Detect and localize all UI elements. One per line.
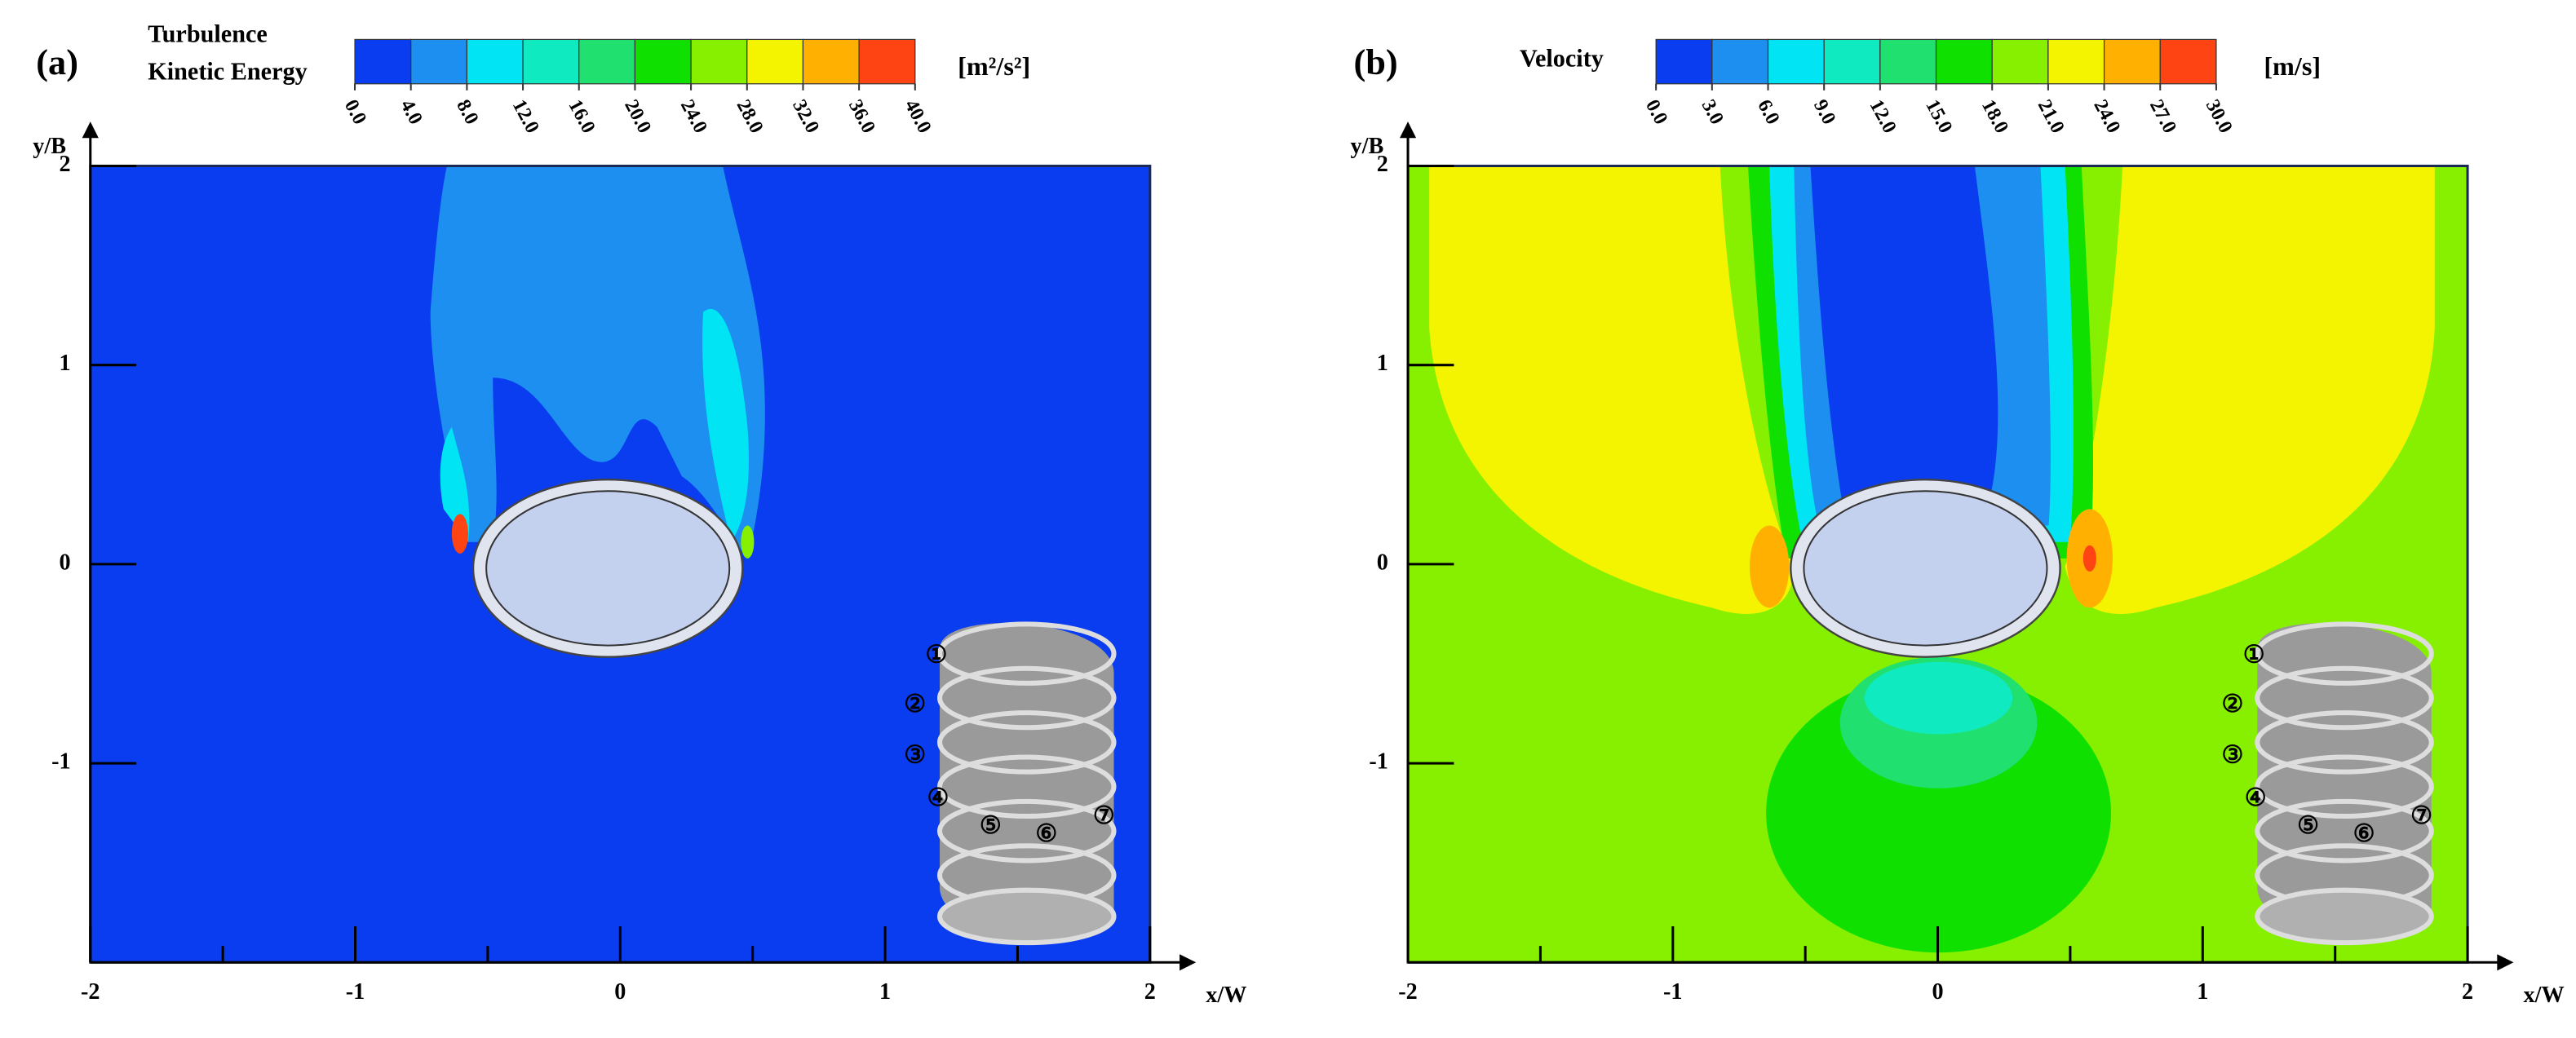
colorbar-swatch: [410, 38, 467, 85]
y-tick-label: 2: [1377, 152, 1388, 177]
y-tick-label: 1: [1377, 351, 1388, 376]
colorbar-tick-label: 32.0: [788, 96, 824, 137]
inset-number: ②: [904, 690, 926, 718]
colorbar-tick-label: 12.0: [508, 96, 544, 137]
inset-number: ⑦: [2410, 802, 2432, 829]
panel-label: (b): [1354, 42, 1398, 82]
x-tick-label: 0: [1932, 979, 1944, 1005]
y-axis-arrow: [82, 121, 99, 139]
colorbar-tick-label: 0.0: [340, 96, 371, 128]
colorbar-swatch: [1823, 38, 1881, 85]
x-tick-label: -2: [1398, 979, 1417, 1005]
colorbar-swatch: [1711, 38, 1769, 85]
inset-number: ⑥: [2353, 819, 2375, 847]
colorbar-swatch: [690, 38, 748, 85]
colorbar-swatch: [858, 38, 916, 85]
y-tick-label: 0: [1377, 550, 1388, 575]
colorbar-tick-label: 18.0: [1977, 96, 2013, 137]
y-axis-arrow: [1399, 121, 1417, 139]
inset-number: ⑤: [2297, 811, 2319, 839]
colorbar-tick-label: 24.0: [676, 96, 712, 137]
colorbar-tick-label: 24.0: [2089, 96, 2125, 137]
y-tick-label: 2: [60, 152, 71, 177]
inset-number: ③: [2222, 740, 2244, 768]
inset-number: ⑦: [1093, 802, 1115, 829]
x-tick-label: 0: [614, 979, 626, 1005]
colorbar-swatch: [1935, 38, 1993, 85]
colorbar-swatch: [746, 38, 804, 85]
colorbar-swatch: [2103, 38, 2161, 85]
x-tick-label: 2: [2462, 979, 2473, 1005]
inset-number: ④: [927, 784, 949, 811]
inset-number: ④: [2245, 784, 2267, 811]
colorbar-tick-label: 27.0: [2145, 96, 2181, 137]
x-tick-label: -1: [1663, 979, 1682, 1005]
panel-a-field: [90, 166, 1150, 963]
colorbar-swatch: [1655, 38, 1713, 85]
colorbar-title: Turbulence: [148, 20, 268, 47]
colorbar-swatch: [634, 38, 692, 85]
colorbar-tick-label: 9.0: [1809, 96, 1840, 128]
colorbar-unit: [m/s]: [2264, 51, 2321, 81]
x-tick-label: -2: [81, 979, 100, 1005]
x-tick-label: 1: [879, 979, 891, 1005]
inset-number: ①: [925, 641, 947, 669]
colorbar-swatch: [1879, 38, 1937, 85]
colorbar-title: Kinetic Energy: [148, 58, 307, 86]
y-tick-label: 1: [60, 351, 71, 376]
colorbar-tick-label: 3.0: [1697, 96, 1728, 128]
colorbar-tick-label: 12.0: [1866, 96, 1901, 137]
y-tick-label: -1: [1369, 749, 1388, 775]
inset-number: ②: [2222, 690, 2244, 718]
colorbar-tick-label: 16.0: [564, 96, 600, 137]
colorbar-tick-label: 15.0: [1921, 96, 1957, 137]
x-axis-arrow: [1180, 954, 1197, 971]
panel-b-field: [1408, 166, 2468, 963]
colorbar-swatch: [354, 38, 412, 85]
x-tick-label: -1: [346, 979, 365, 1005]
colorbar-swatch: [2159, 38, 2217, 85]
colorbar-swatch: [466, 38, 524, 85]
colorbar-tick-label: 28.0: [733, 96, 768, 137]
colorbar-tick-label: 8.0: [452, 96, 483, 128]
colorbar-swatch: [1767, 38, 1825, 85]
inset-number: ③: [904, 740, 926, 768]
y-tick-label: 0: [60, 550, 71, 575]
colorbar-tick-label: 21.0: [2034, 96, 2069, 137]
colorbar-tick-label: 30.0: [2202, 96, 2237, 137]
x-tick-label: 1: [2197, 979, 2208, 1005]
colorbar-swatch: [522, 38, 580, 85]
x-axis-label: x/W: [2524, 983, 2565, 1008]
colorbar-tick-label: 36.0: [844, 96, 880, 137]
inset-number: ⑤: [980, 811, 1002, 839]
colorbar-tick-label: 4.0: [396, 96, 427, 128]
inset-number: ①: [2243, 641, 2265, 669]
x-axis-label: x/W: [1206, 983, 1246, 1008]
colorbar-tick-label: 20.0: [620, 96, 656, 137]
colorbar-swatch: [578, 38, 636, 85]
panel-label: (a): [36, 42, 78, 82]
x-tick-label: 2: [1144, 979, 1156, 1005]
y-axis-label: y/B: [1351, 134, 1384, 159]
y-axis-label: y/B: [33, 134, 66, 159]
colorbar-tick-label: 0.0: [1641, 96, 1672, 128]
y-tick-label: -1: [51, 749, 70, 775]
colorbar-tick-label: 6.0: [1753, 96, 1784, 128]
colorbar-swatch: [802, 38, 860, 85]
colorbar-title: Velocity: [1520, 45, 1604, 73]
colorbar-tick-label: 40.0: [901, 96, 936, 137]
colorbar-swatch: [2047, 38, 2105, 85]
colorbar-unit: [m²/s²]: [958, 51, 1030, 81]
x-axis-arrow: [2497, 954, 2514, 971]
colorbar-swatch: [1991, 38, 2049, 85]
inset-number: ⑥: [1035, 819, 1057, 847]
